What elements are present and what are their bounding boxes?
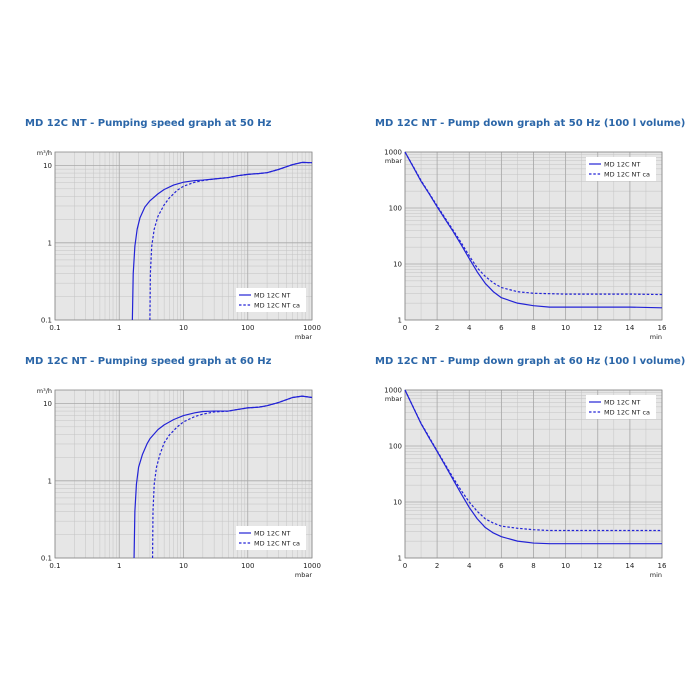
y-axis-label: m³/h xyxy=(37,387,52,395)
y-tick-label: 10 xyxy=(43,400,52,408)
legend-label: MD 12C NT xyxy=(254,529,290,537)
x-axis-label: min xyxy=(650,333,662,341)
plot-frame xyxy=(404,389,663,559)
y-tick-label: 10 xyxy=(393,261,402,269)
series-line-ca xyxy=(149,161,313,321)
x-tick-label: 0.1 xyxy=(49,562,60,570)
legend-label: MD 12C NT ca xyxy=(254,301,300,309)
x-tick-label: 10 xyxy=(561,562,570,570)
legend-box xyxy=(586,395,656,419)
y-tick-label: 1 xyxy=(398,317,402,325)
chart-panel-speed-60hz: MD 12C NT - Pumping speed graph at 60 Hz… xyxy=(25,356,355,586)
y-axis-label: m³/h xyxy=(37,149,52,157)
chart-title: MD 12C NT - Pump down graph at 50 Hz (10… xyxy=(375,118,686,129)
x-tick-label: 8 xyxy=(531,324,535,332)
plot-frame xyxy=(404,151,663,321)
x-tick-label: 12 xyxy=(593,562,602,570)
chart-panel-pumpdown-60hz: MD 12C NT - Pump down graph at 60 Hz (10… xyxy=(375,356,700,586)
x-tick-label: 1 xyxy=(117,324,121,332)
legend: MD 12C NT MD 12C NT ca xyxy=(236,288,306,312)
series-line xyxy=(133,395,313,559)
x-tick-label: 100 xyxy=(241,562,254,570)
x-tick-label: 100 xyxy=(241,324,254,332)
legend-label: MD 12C NT xyxy=(604,160,640,168)
series-line xyxy=(404,151,663,309)
x-axis-label: mbar xyxy=(295,571,312,579)
legend-label: MD 12C NT ca xyxy=(254,539,300,547)
y-tick-label: 1000 xyxy=(384,387,402,395)
x-tick-label: 0 xyxy=(403,562,407,570)
x-tick-label: 1000 xyxy=(303,324,321,332)
x-axis-label: mbar xyxy=(295,333,312,341)
legend: MD 12C NT MD 12C NT ca xyxy=(236,526,306,550)
x-axis-label: min xyxy=(650,571,662,579)
x-tick-label: 6 xyxy=(499,562,504,570)
x-tick-label: 2 xyxy=(435,324,439,332)
y-tick-label: 1 xyxy=(398,555,402,563)
series-line-ca xyxy=(404,151,663,296)
y-tick-label: 1 xyxy=(48,477,52,485)
x-tick-label: 10 xyxy=(179,562,188,570)
x-tick-label: 12 xyxy=(593,324,602,332)
x-tick-label: 0.1 xyxy=(49,324,60,332)
x-tick-label: 16 xyxy=(658,324,667,332)
legend: MD 12C NT MD 12C NT ca xyxy=(586,157,656,181)
x-tick-label: 8 xyxy=(531,562,535,570)
legend-label: MD 12C NT xyxy=(254,291,290,299)
legend: MD 12C NT MD 12C NT ca xyxy=(586,395,656,419)
chart-panel-speed-50hz: MD 12C NT - Pumping speed graph at 50 Hz… xyxy=(25,118,355,348)
y-axis-label: mbar xyxy=(385,157,402,165)
legend-label: MD 12C NT ca xyxy=(604,170,650,178)
legend-box xyxy=(236,526,306,550)
x-tick-label: 1 xyxy=(117,562,121,570)
y-tick-label: 0.1 xyxy=(41,317,52,325)
chart-panel-pumpdown-50hz: MD 12C NT - Pump down graph at 50 Hz (10… xyxy=(375,118,700,348)
x-tick-label: 2 xyxy=(435,562,439,570)
legend-box xyxy=(586,157,656,181)
y-axis-label: mbar xyxy=(385,395,402,403)
x-tick-label: 4 xyxy=(467,562,472,570)
x-tick-label: 4 xyxy=(467,324,472,332)
chart-title: MD 12C NT - Pumping speed graph at 60 Hz xyxy=(25,356,272,367)
chart-title: MD 12C NT - Pumping speed graph at 50 Hz xyxy=(25,118,272,129)
x-tick-label: 1000 xyxy=(303,562,321,570)
x-tick-label: 14 xyxy=(625,562,634,570)
x-tick-label: 10 xyxy=(561,324,570,332)
legend-box xyxy=(236,288,306,312)
y-tick-label: 100 xyxy=(389,443,402,451)
y-tick-label: 100 xyxy=(389,205,402,213)
legend-label: MD 12C NT xyxy=(604,398,640,406)
y-tick-label: 1 xyxy=(48,239,52,247)
y-tick-label: 0.1 xyxy=(41,555,52,563)
series-line-ca xyxy=(151,395,313,559)
chart-title: MD 12C NT - Pump down graph at 60 Hz (10… xyxy=(375,356,686,367)
y-tick-label: 10 xyxy=(43,162,52,170)
x-tick-label: 10 xyxy=(179,324,188,332)
x-tick-label: 6 xyxy=(499,324,504,332)
plot-frame xyxy=(54,151,313,321)
y-tick-label: 1000 xyxy=(384,149,402,157)
plot-frame xyxy=(54,389,313,559)
x-tick-label: 16 xyxy=(658,562,667,570)
series-line-ca xyxy=(404,389,662,532)
y-tick-label: 10 xyxy=(393,499,402,507)
legend-label: MD 12C NT ca xyxy=(604,408,650,416)
x-tick-label: 0 xyxy=(403,324,407,332)
x-tick-label: 14 xyxy=(625,324,634,332)
